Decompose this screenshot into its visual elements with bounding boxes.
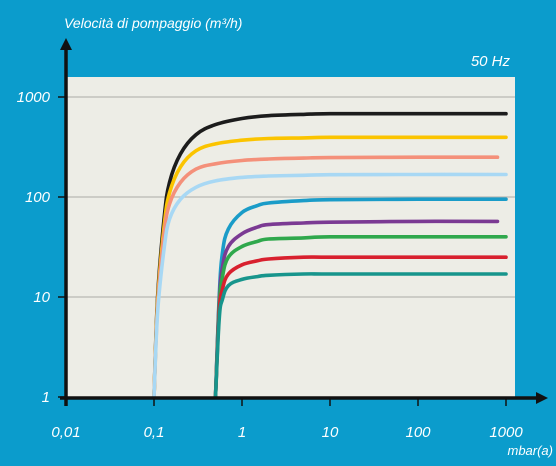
x-tick-label-0: 0,01 xyxy=(51,424,80,441)
grid-lines xyxy=(66,96,515,298)
series-line-3 xyxy=(152,172,508,399)
x-tick-label-5: 1000 xyxy=(489,424,523,441)
series-line-7 xyxy=(213,255,508,399)
x-tick-label-3: 10 xyxy=(322,424,339,441)
y-tick-label-3: 1000 xyxy=(17,89,51,106)
tick-labels: 0,01 0,1 1 10 100 1000 1 10 100 1000 xyxy=(17,89,524,441)
y-axis-arrow xyxy=(60,38,72,50)
x-axis-arrow xyxy=(536,392,548,404)
series-line-8 xyxy=(213,272,508,399)
x-tick-label-2: 1 xyxy=(238,424,246,441)
x-tick-label-4: 100 xyxy=(405,424,431,441)
chart-title: 50 Hz xyxy=(471,53,511,70)
series-group xyxy=(152,111,508,399)
x-tick-label-1: 0,1 xyxy=(144,424,165,441)
y-tick-label-1: 10 xyxy=(33,289,50,306)
x-axis-title: mbar(a) xyxy=(507,443,553,458)
y-tick-label-2: 100 xyxy=(25,189,51,206)
series-line-6 xyxy=(213,234,508,399)
y-axis-title: Velocità di pompaggio (m³/h) xyxy=(64,15,242,31)
axes xyxy=(60,38,548,406)
y-tick-label-0: 1 xyxy=(42,389,50,406)
